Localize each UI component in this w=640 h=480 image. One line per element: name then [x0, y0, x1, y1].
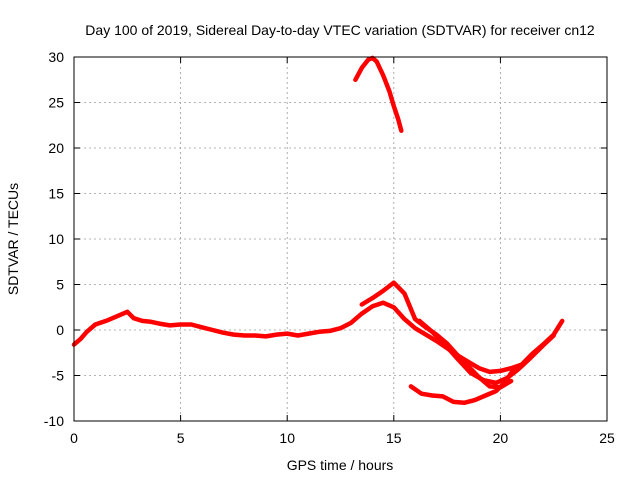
grid [74, 57, 607, 421]
series-line-peak-arc [353, 55, 404, 133]
ticks: 0 5 10 15 20 25 -10 -5 0 5 10 15 20 25 30 [44, 49, 615, 446]
series-line-lower-branch [417, 318, 556, 386]
y-tick-label: -5 [52, 368, 65, 384]
y-tick-label: 15 [48, 186, 64, 202]
x-tick-label: 5 [177, 430, 185, 446]
x-tick-label: 25 [599, 430, 615, 446]
series-line-evening-segment [408, 367, 516, 406]
series-group [71, 55, 565, 406]
x-tick-label: 20 [493, 430, 509, 446]
series-line-main-track [71, 300, 565, 375]
y-axis-label: SDTVAR / TECUs [5, 183, 21, 295]
y-tick-label: 10 [48, 231, 64, 247]
y-tick-label: -10 [44, 413, 64, 429]
x-axis-label: GPS time / hours [287, 457, 394, 473]
x-tick-label: 15 [386, 430, 402, 446]
chart-title: Day 100 of 2019, Sidereal Day-to-day VTE… [85, 22, 595, 38]
y-tick-label: 20 [48, 140, 64, 156]
y-tick-label: 25 [48, 95, 64, 111]
y-tick-label: 0 [56, 322, 64, 338]
x-tick-label: 10 [279, 430, 295, 446]
x-tick-label: 0 [70, 430, 78, 446]
y-tick-label: 30 [48, 49, 64, 65]
y-tick-label: 5 [56, 277, 64, 293]
